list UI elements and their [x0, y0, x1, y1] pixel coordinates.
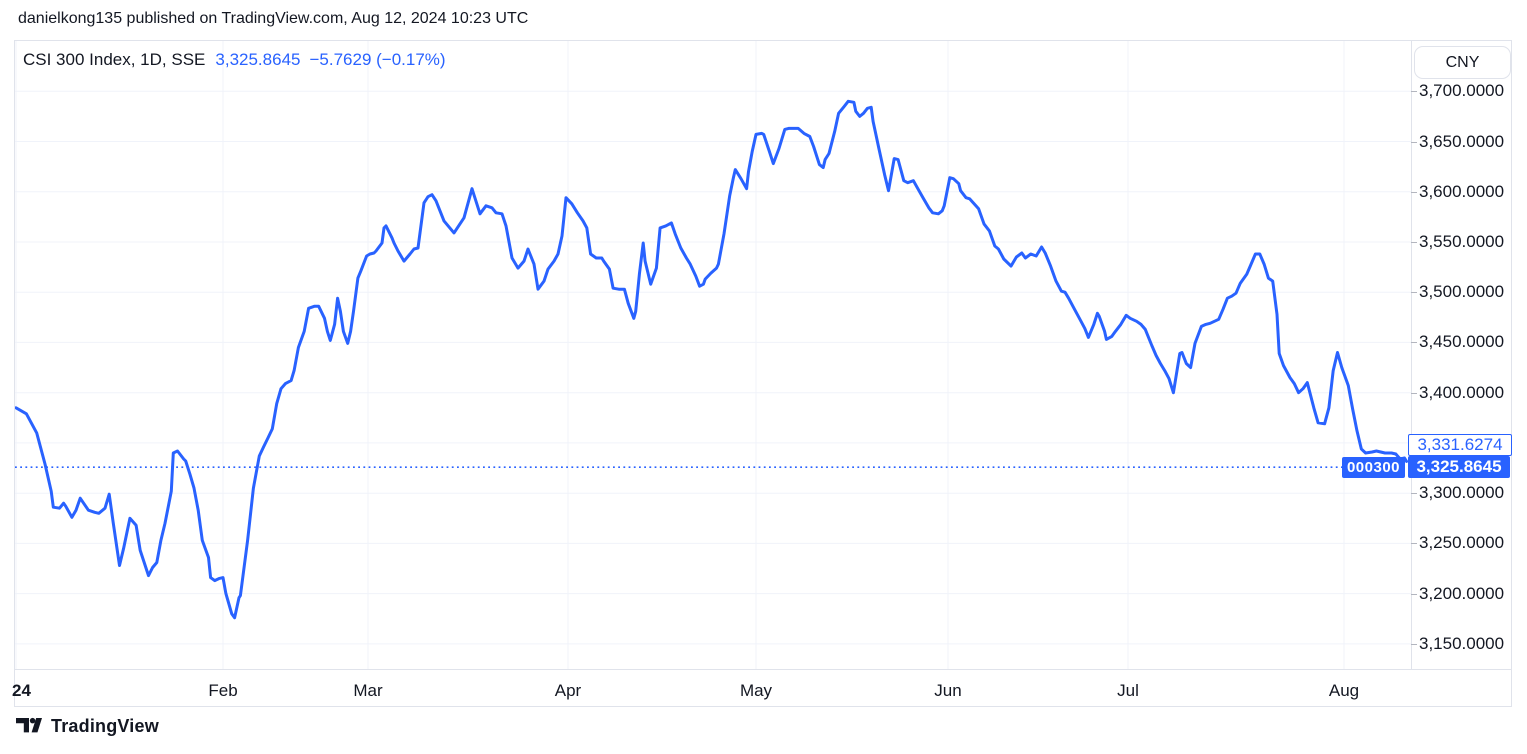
price-axis-separator [1411, 41, 1412, 669]
tradingview-logo-icon [16, 717, 42, 733]
tradingview-brand-text: TradingView [51, 716, 159, 736]
price-tick-mark [1411, 593, 1417, 595]
price-tick-label: 3,650.0000 [1419, 131, 1505, 151]
time-tick-label: Mar [353, 681, 383, 700]
price-tick-mark [1411, 191, 1417, 193]
price-tick-label: 3,450.0000 [1419, 332, 1505, 352]
price-tick-label: 3,150.0000 [1419, 633, 1505, 653]
tradingview-logo-link[interactable]: TradingView [16, 716, 159, 737]
last-price-label: 3,331.6274 [1408, 434, 1512, 457]
price-tick-label: 3,550.0000 [1419, 232, 1505, 251]
price-tick-mark [1411, 141, 1417, 143]
time-tick-label: Jun [934, 681, 962, 700]
price-tick-label: 3,250.0000 [1419, 533, 1505, 553]
legend-last-price: 3,325.8645 [215, 50, 301, 69]
price-tick-mark [1411, 242, 1417, 243]
legend-symbol-title: CSI 300 Index, 1D, SSE [23, 50, 206, 69]
price-tick-mark [1411, 292, 1417, 294]
time-tick-label: Aug [1328, 681, 1360, 700]
chart-canvas [15, 41, 1411, 669]
attribution-text: danielkong135 published on TradingView.c… [18, 10, 529, 27]
price-tick-label: 3,500.0000 [1419, 282, 1505, 302]
price-tick-label: 3,700.0000 [1419, 81, 1505, 101]
symbol-badge: 000300 [1342, 456, 1405, 478]
price-tick-mark [1411, 91, 1417, 93]
currency-toggle-button[interactable]: CNY [1414, 46, 1511, 79]
price-tick-label: 3,200.0000 [1419, 583, 1505, 603]
price-tick-label: 3,400.0000 [1419, 382, 1505, 402]
legend-change: −5.7629 (−0.17%) [309, 50, 446, 69]
price-tick-label: 3,600.0000 [1419, 181, 1505, 201]
time-tick-label: Feb [208, 681, 238, 700]
current-price-label: 3,325.8645 [1408, 456, 1510, 479]
price-tick-label: 3,300.0000 [1419, 483, 1505, 503]
price-tick-mark [1411, 342, 1417, 344]
time-tick-label: Apr [554, 681, 582, 700]
chart-widget: CSI 300 Index, 1D, SSE 3,325.8645 −5.7629 … [12, 40, 1512, 707]
price-tick-mark [1411, 392, 1417, 394]
time-tick-label: 24 [12, 681, 31, 700]
time-tick-label: Jul [1117, 681, 1139, 700]
chart-legend: CSI 300 Index, 1D, SSE 3,325.8645 −5.7629 … [23, 50, 446, 70]
price-tick-mark [1411, 543, 1417, 545]
price-line-series [15, 99, 1409, 620]
time-axis-separator [15, 669, 1511, 670]
time-tick-label: May [739, 681, 773, 700]
price-tick-mark [1411, 643, 1417, 645]
price-tick-mark [1411, 493, 1417, 495]
